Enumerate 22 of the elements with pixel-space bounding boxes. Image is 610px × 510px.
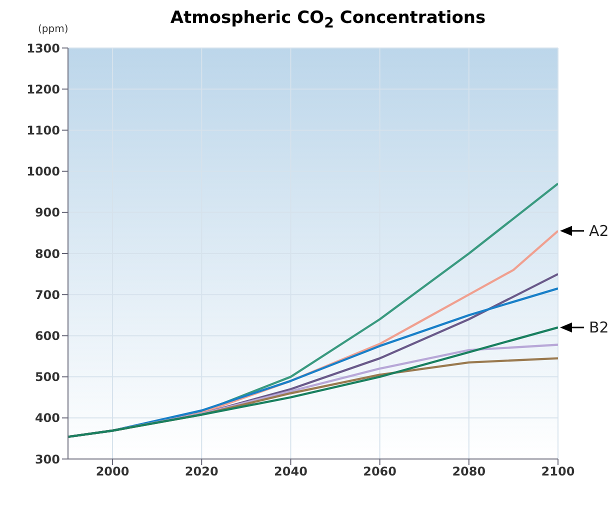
y-tick-label: 500 <box>34 370 60 384</box>
y-tick-label: 1100 <box>26 123 60 138</box>
x-tick-label: 2020 <box>184 464 218 479</box>
x-tick-label: 2040 <box>274 464 308 479</box>
y-tick-label: 600 <box>34 328 60 343</box>
annotation: B2 <box>589 318 609 337</box>
chart-title: Atmospheric CO$_{2}$ Concentrations <box>170 8 486 32</box>
y-tick-label: 1200 <box>26 82 60 96</box>
y-tick-label: 800 <box>34 246 60 261</box>
y-tick-label: 700 <box>34 288 60 302</box>
x-tick-label: 2100 <box>541 464 575 479</box>
y-axis-title: (ppm) <box>38 24 68 35</box>
x-tick-label: 2000 <box>96 464 130 479</box>
y-tick-label: 1000 <box>26 164 60 179</box>
x-tick-label: 2060 <box>363 464 397 479</box>
y-tick-label: 300 <box>34 452 60 466</box>
y-tick-label: 900 <box>34 206 60 220</box>
x-tick-label: 2080 <box>452 464 486 479</box>
line-series <box>68 326 558 438</box>
y-tick-label: 400 <box>34 411 60 426</box>
annotation: A2 <box>589 222 609 240</box>
y-tick-label: 1300 <box>26 41 60 56</box>
